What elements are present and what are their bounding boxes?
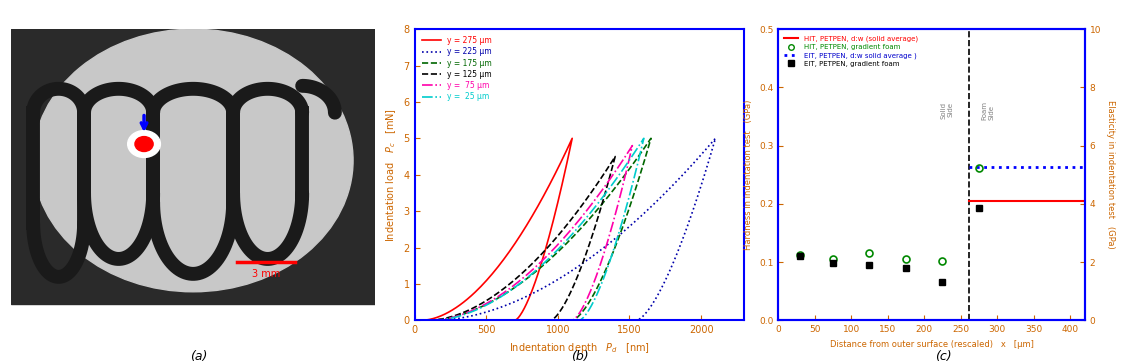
y = 225 μm [658,280,671,284]
y = 225 μm [588,252,602,256]
y = 225 μm [709,136,722,141]
y = 275 μm [501,252,515,256]
y = 275 μm [508,318,521,323]
X-axis label: Indentation depth   $P_d$   [nm]: Indentation depth $P_d$ [nm] [509,341,650,355]
y = 275 μm [559,166,573,171]
y =  25 μm [578,313,592,318]
y =  25 μm [426,318,440,323]
X-axis label: Distance from outer surface (rescaled)   x   [μm]: Distance from outer surface (rescaled) x… [829,340,1034,349]
y =  75 μm [608,217,621,221]
y = 125 μm [550,314,563,318]
y = 275 μm [513,313,527,318]
y = 275 μm [528,280,542,284]
y = 225 μm [629,318,643,323]
y =  25 μm [618,213,632,217]
y = 275 μm [566,136,579,141]
Line: y =  75 μm: y = 75 μm [432,146,633,320]
y = 125 μm [567,284,580,288]
y = 175 μm [573,313,586,318]
y = 175 μm [423,318,436,323]
y =  75 μm [570,313,584,318]
Text: Foam
Side: Foam Side [982,101,994,120]
y = 175 μm [635,166,649,171]
y = 175 μm [644,136,658,141]
y = 225 μm [637,313,651,318]
y = 125 μm [423,318,436,323]
y =  75 μm [619,173,633,177]
y = 175 μm [593,280,607,284]
y =  75 μm [425,318,438,323]
Line: y = 225 μm: y = 225 μm [436,138,716,320]
y =  75 μm [626,143,640,148]
y =  25 μm [629,166,643,171]
Circle shape [33,29,353,292]
Legend: HIT, PETPEN, d:w (solid average), HIT, PETPEN, gradient foam, EIT, PETPEN, d:w s: HIT, PETPEN, d:w (solid average), HIT, P… [782,33,921,70]
y = 125 μm [601,182,615,186]
y = 225 μm [700,166,713,171]
y =  75 μm [540,255,553,259]
y = 275 μm [415,318,428,323]
Line: y = 125 μm: y = 125 μm [429,157,616,320]
y =  75 μm [566,318,579,323]
Y-axis label: Elasticity in indentation test   (GPa): Elasticity in indentation test (GPa) [1106,100,1116,249]
y = 225 μm [543,282,557,287]
y =  25 μm [637,136,651,141]
y = 125 μm [609,154,623,159]
Legend: y = 275 μm, y = 225 μm, y = 175 μm, y = 125 μm, y =  75 μm, y =  25 μm: y = 275 μm, y = 225 μm, y = 175 μm, y = … [418,33,494,104]
y = 275 μm [548,213,561,217]
y =  25 μm [546,252,560,256]
y =  25 μm [595,280,609,284]
Line: y = 175 μm: y = 175 μm [429,138,651,320]
y = 125 μm [528,259,542,263]
y =  25 μm [511,282,525,287]
y = 225 μm [685,213,699,217]
y = 175 μm [620,213,634,217]
Text: (a): (a) [190,351,208,363]
y = 275 μm [476,282,490,287]
y =  75 μm [586,281,600,286]
y = 175 μm [566,318,579,323]
Text: 3 mm: 3 mm [252,269,279,279]
y = 225 μm [429,318,443,323]
y = 175 μm [512,282,526,287]
Line: y = 275 μm: y = 275 μm [421,138,573,320]
y = 125 μm [544,318,558,323]
y = 125 μm [498,286,511,290]
Circle shape [135,136,153,151]
Text: Solid
Side: Solid Side [941,102,953,119]
y = 125 μm [588,223,602,228]
Y-axis label: Hardness in indentation test   (GPa): Hardness in indentation test (GPa) [744,99,753,250]
Line: y =  25 μm: y = 25 μm [433,138,644,320]
y = 175 μm [549,252,562,256]
Circle shape [127,131,160,158]
Text: (b): (b) [570,351,588,363]
Text: (c): (c) [935,351,951,363]
Y-axis label: Indentation load   $P_c$   [mN]: Indentation load $P_c$ [mN] [384,108,398,242]
y =  25 μm [573,318,586,323]
y =  75 μm [507,284,520,288]
